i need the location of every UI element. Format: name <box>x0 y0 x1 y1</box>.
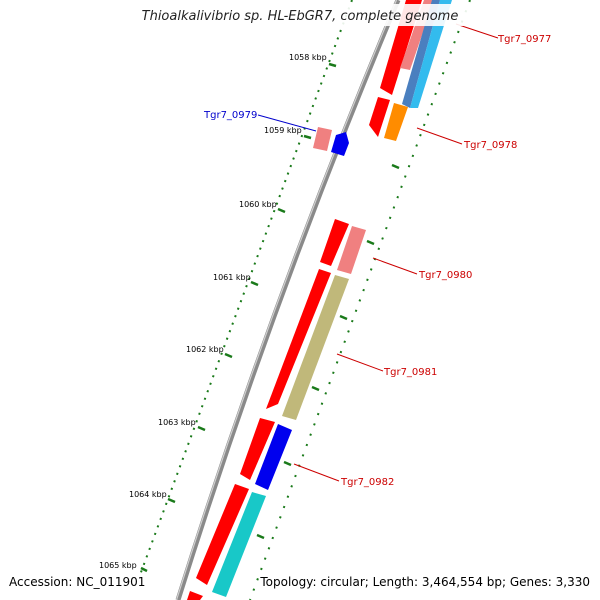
gene-label-tgr7-0981[interactable]: Tgr7_0981 <box>383 367 437 378</box>
leader-line-0978 <box>416 127 463 145</box>
gene-feature-tgr7-0982[interactable] <box>255 424 292 490</box>
accession-text: Accession: NC_011901 <box>9 575 145 589</box>
topology-text: Topology: circular; Length: 3,464,554 bp… <box>259 575 590 589</box>
tick-label-1058: 1058 kbp <box>289 53 327 62</box>
tick-mark <box>256 533 265 540</box>
gene-feature-steelblue[interactable] <box>402 0 440 108</box>
tick-mark <box>250 280 259 287</box>
tick-mark <box>391 163 400 170</box>
gene-feature-tgr7-0979[interactable] <box>331 132 349 156</box>
tick-mark <box>339 314 348 321</box>
gene-label-tgr7-0979[interactable]: Tgr7_0979 <box>203 110 257 121</box>
tick-mark <box>283 460 292 467</box>
tick-label-1059: 1059 kbp <box>264 126 302 135</box>
tick-mark <box>311 385 320 392</box>
leader-line-0979 <box>257 114 317 132</box>
gene-label-tgr7-0977[interactable]: Tgr7_0977 <box>497 34 551 45</box>
genome-backbone <box>175 0 401 600</box>
tick-mark <box>366 239 375 246</box>
gene-feature-skyblue[interactable] <box>410 0 452 108</box>
map-title: Thioalkalivibrio sp. HL-EbGR7, complete … <box>142 9 459 24</box>
gene-feature-cyan-bottom[interactable] <box>212 492 266 597</box>
tick-mark <box>277 207 286 214</box>
tick-label-1061: 1061 kbp <box>213 273 251 282</box>
tick-mark <box>328 62 337 68</box>
title-backdrop <box>128 4 472 26</box>
inner-dotted-guide <box>249 0 471 600</box>
leader-line-0982 <box>293 463 340 482</box>
tick-label-1064: 1064 kbp <box>129 490 167 499</box>
leader-line-0981 <box>336 353 384 372</box>
gene-feature-red-low[interactable] <box>240 418 275 480</box>
gene-feature-red-mid[interactable] <box>320 219 349 266</box>
gene-feature-red-edge[interactable] <box>187 591 203 600</box>
tick-label-1060: 1060 kbp <box>239 200 277 209</box>
tick-label-1062: 1062 kbp <box>186 345 224 354</box>
gene-feature-pink-0979[interactable] <box>313 127 332 151</box>
tick-label-1063: 1063 kbp <box>158 418 196 427</box>
tick-mark <box>140 566 148 573</box>
tick-label-1065: 1065 kbp <box>99 561 137 570</box>
gene-feature-red-bottom[interactable] <box>196 484 249 585</box>
gene-feature-tgr7-0981[interactable] <box>282 275 349 420</box>
gene-feature-tgr7-0980[interactable] <box>337 226 366 274</box>
gene-label-tgr7-0978[interactable]: Tgr7_0978 <box>463 140 517 151</box>
genome-backbone-highlight <box>175 0 398 600</box>
leader-line-0977 <box>455 23 499 39</box>
gene-label-tgr7-0982[interactable]: Tgr7_0982 <box>340 477 394 488</box>
gene-feature-red-arrow[interactable] <box>369 97 390 137</box>
gene-feature-tgr7-0978[interactable] <box>384 103 408 141</box>
tick-mark <box>224 352 233 359</box>
tick-mark <box>167 497 176 504</box>
gene-feature-red-long[interactable] <box>266 269 331 409</box>
gene-label-tgr7-0980[interactable]: Tgr7_0980 <box>418 270 472 281</box>
tick-mark <box>197 425 206 432</box>
tick-marks <box>140 62 400 573</box>
tick-mark <box>303 134 312 140</box>
leader-line-0980 <box>372 257 418 275</box>
